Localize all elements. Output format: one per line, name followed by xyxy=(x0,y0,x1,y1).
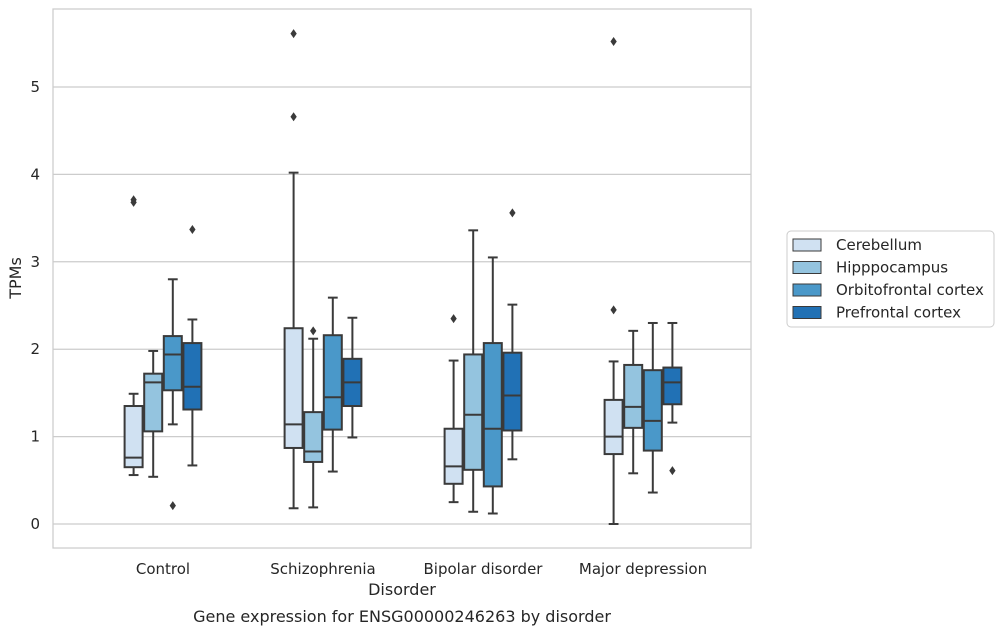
legend-item: Cerebellum xyxy=(792,236,922,254)
outlier-point xyxy=(509,208,516,218)
legend-swatch xyxy=(792,261,822,274)
box xyxy=(342,316,363,439)
outlier-point xyxy=(130,195,137,205)
legend-label: Hipppocampus xyxy=(836,259,948,277)
outlier-point xyxy=(669,466,676,476)
legend-swatch xyxy=(792,283,822,297)
box xyxy=(482,256,503,515)
box xyxy=(502,208,523,461)
box-body xyxy=(182,342,203,411)
chart-caption: Gene expression for ENSG00000246263 by d… xyxy=(193,607,611,626)
box xyxy=(463,229,484,513)
box-body xyxy=(642,369,663,452)
outlier-point xyxy=(290,29,297,39)
outlier-point xyxy=(290,112,297,122)
y-axis-label: TPMs xyxy=(6,257,25,300)
y-tick-label: 5 xyxy=(30,78,40,96)
box-body xyxy=(482,342,503,488)
plot-frame xyxy=(52,8,752,549)
legend-label: Orbitofrontal cortex xyxy=(836,281,984,299)
box-body xyxy=(143,372,164,433)
box-body xyxy=(162,335,183,392)
legend-label: Prefrontal cortex xyxy=(836,304,961,322)
y-tick-label: 2 xyxy=(30,340,40,358)
x-tick-label: Schizophrenia xyxy=(270,560,375,578)
x-tick-label: Major depression xyxy=(579,560,707,578)
box-body xyxy=(123,405,144,469)
outlier-point xyxy=(450,314,457,324)
box-body xyxy=(303,411,324,463)
y-tick-label: 3 xyxy=(30,253,40,271)
legend-frame xyxy=(786,230,995,328)
outlier-point xyxy=(610,305,617,315)
legend-swatch xyxy=(792,306,822,319)
box-body xyxy=(443,427,464,485)
outlier-point xyxy=(310,326,317,336)
box xyxy=(642,321,663,494)
legend-item: Orbitofrontal cortex xyxy=(792,281,984,299)
box xyxy=(123,195,144,477)
legend-item: Prefrontal cortex xyxy=(792,304,961,322)
box xyxy=(283,29,304,510)
y-tick-label: 4 xyxy=(30,165,40,183)
box-body xyxy=(623,363,644,429)
box-body xyxy=(322,334,343,431)
box-body xyxy=(283,327,304,449)
box-body xyxy=(463,353,484,471)
box-body xyxy=(603,398,624,456)
boxes xyxy=(123,29,683,525)
y-tick-label: 0 xyxy=(30,515,40,533)
y-tick-label: 1 xyxy=(30,428,40,446)
box-body xyxy=(662,366,683,406)
box xyxy=(623,329,644,475)
box-body xyxy=(502,351,523,432)
x-axis-label: Disorder xyxy=(368,580,436,599)
box xyxy=(162,278,183,511)
x-tick-label: Bipolar disorder xyxy=(424,560,544,578)
axis-ticks: 0 1 2 3 4 5 Control Schizophrenia Bipolar disord… xyxy=(30,78,707,578)
box xyxy=(603,37,624,525)
outlier-point xyxy=(610,37,617,47)
box xyxy=(182,224,203,467)
box xyxy=(662,321,683,476)
outlier-point xyxy=(169,501,176,511)
legend-item: Hipppocampus xyxy=(792,259,948,277)
legend-label: Cerebellum xyxy=(836,236,922,254)
legend-swatch xyxy=(792,238,822,252)
x-tick-label: Control xyxy=(136,560,190,578)
gridlines xyxy=(53,86,751,525)
box xyxy=(443,314,464,504)
outlier-point xyxy=(189,224,196,234)
legend: Cerebellum Hipppocampus Orbitofrontal cort… xyxy=(786,230,995,328)
box xyxy=(322,296,343,473)
box xyxy=(143,349,164,478)
box xyxy=(303,326,324,509)
